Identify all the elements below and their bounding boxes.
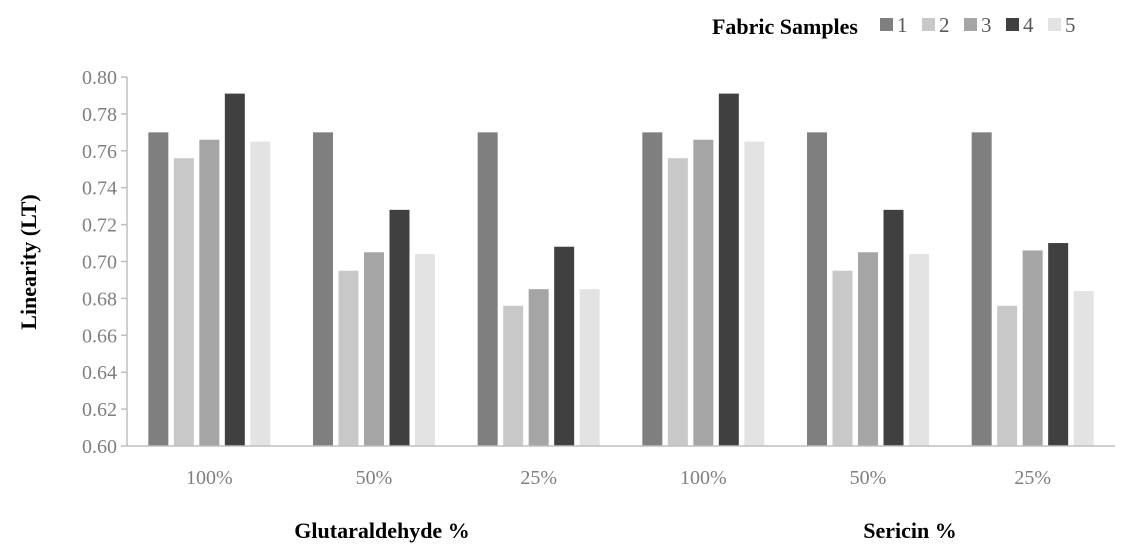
- bar-series-4-cat-5: [883, 209, 904, 446]
- legend-label-4: 4: [1023, 13, 1034, 37]
- x-category-label: 50%: [356, 467, 393, 489]
- y-axis-title: Linearity (LT): [16, 194, 41, 329]
- legend-swatch-2: [922, 18, 935, 31]
- bar-series-4-cat-6: [1048, 243, 1069, 446]
- y-tick-label: 0.72: [82, 215, 117, 237]
- bar-series-4-cat-1: [224, 93, 245, 446]
- bar-series-5-cat-2: [415, 254, 435, 446]
- y-tick-label: 0.66: [82, 325, 117, 347]
- bar-series-1-cat-2: [313, 132, 333, 446]
- bar-series-1-cat-1: [148, 132, 169, 446]
- bar-series-2-cat-3: [503, 305, 524, 446]
- bar-series-3-cat-6: [1022, 250, 1043, 446]
- legend-label-2: 2: [939, 13, 950, 37]
- legend-label-5: 5: [1065, 13, 1076, 37]
- y-tick-label: 0.76: [82, 141, 117, 163]
- bar-series-1-cat-6: [971, 132, 992, 446]
- bar-series-5-cat-5: [909, 254, 929, 446]
- bar-series-3-cat-5: [858, 252, 878, 446]
- bar-series-2-cat-5: [832, 270, 853, 446]
- legend-swatch-5: [1048, 18, 1061, 31]
- y-tick-label: 0.62: [82, 399, 117, 421]
- bar-series-5-cat-1: [250, 141, 271, 446]
- legend-swatch-1: [880, 18, 893, 31]
- legend-title: Fabric Samples: [712, 14, 858, 39]
- bar-series-2-cat-2: [338, 270, 359, 446]
- legend-label-3: 3: [981, 13, 992, 37]
- y-tick-label: 0.78: [82, 104, 117, 126]
- bar-series-1-cat-5: [807, 132, 827, 446]
- bar-series-5-cat-3: [579, 289, 600, 446]
- bar-series-3-cat-2: [364, 252, 384, 446]
- legend: Fabric Samples 1 2 3 4 5: [712, 13, 1076, 39]
- y-tick-label: 0.68: [82, 288, 117, 310]
- bar-series-3-cat-1: [199, 139, 220, 447]
- bar-series-1-cat-4: [642, 132, 663, 446]
- bars: [148, 93, 1094, 447]
- legend-swatch-3: [964, 18, 977, 31]
- bar-series-4-cat-2: [389, 209, 410, 446]
- x-category-label: 25%: [1014, 467, 1051, 489]
- category-labels: 100% 50% 25% 100% 50% 25%: [186, 467, 1051, 489]
- bar-series-4-cat-4: [718, 93, 739, 446]
- legend-swatch-4: [1006, 18, 1019, 31]
- bar-series-3-cat-3: [528, 289, 549, 446]
- y-axis: 0.60 0.62 0.64 0.66 0.68 0.70 0.72 0.74 0.76 0.78…: [82, 67, 128, 458]
- y-tick-label: 0.74: [82, 178, 117, 200]
- y-tick-label: 0.80: [82, 67, 117, 89]
- bar-series-2-cat-4: [667, 158, 688, 446]
- y-tick-label: 0.60: [82, 436, 117, 458]
- x-category-label: 50%: [850, 467, 887, 489]
- x-category-label: 100%: [680, 467, 727, 489]
- bar-series-4-cat-3: [554, 246, 575, 446]
- x-category-label: 100%: [186, 467, 233, 489]
- bar-series-2-cat-6: [997, 305, 1018, 446]
- legend-label-1: 1: [897, 13, 908, 37]
- bar-series-5-cat-4: [744, 141, 765, 446]
- y-tick-label: 0.64: [82, 362, 117, 384]
- bar-series-5-cat-6: [1073, 291, 1094, 446]
- y-tick-label: 0.70: [82, 252, 117, 274]
- bar-series-1-cat-3: [477, 132, 498, 446]
- bar-series-3-cat-4: [693, 139, 714, 447]
- group-title-sericin: Sericin %: [863, 518, 957, 543]
- group-title-glutaraldehyde: Glutaraldehyde %: [294, 518, 469, 543]
- x-category-label: 25%: [520, 467, 557, 489]
- bar-series-2-cat-1: [173, 158, 194, 446]
